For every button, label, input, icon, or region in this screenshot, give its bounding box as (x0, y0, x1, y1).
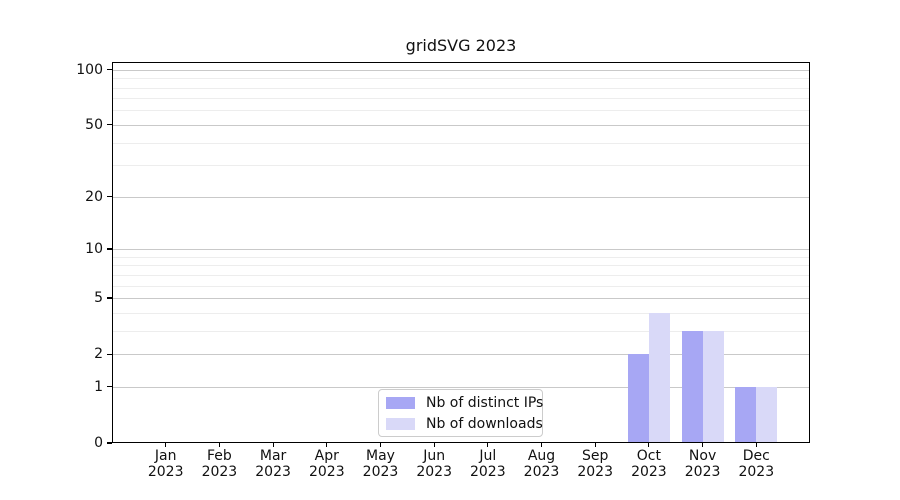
x-tick-label: Dec 2023 (728, 448, 784, 480)
x-tick-label-year: 2023 (523, 464, 560, 480)
x-tick-mark (755, 443, 757, 447)
x-tick-label-month: Mar (259, 448, 287, 464)
y-tick-mark (107, 248, 112, 250)
y-tick-mark (107, 297, 112, 299)
x-tick-label-year: 2023 (255, 464, 291, 480)
x-tick-label-month: Jun (423, 448, 446, 464)
x-tick-mark (540, 443, 543, 447)
x-tick-mark (272, 443, 274, 447)
x-tick-mark (594, 443, 596, 447)
x-tick-label: Feb 2023 (191, 448, 247, 480)
y-gridline-minor (112, 312, 810, 314)
y-gridline-major (112, 124, 810, 126)
y-gridline-major (112, 196, 810, 198)
x-tick-label-month: May (366, 448, 395, 464)
x-tick-label-year: 2023 (201, 464, 238, 480)
x-tick-label-year: 2023 (416, 464, 452, 480)
x-tick-label: Nov 2023 (675, 448, 731, 480)
x-tick-mark (326, 443, 328, 447)
x-tick-label-year: 2023 (308, 464, 345, 480)
y-gridline-minor (112, 165, 810, 167)
y-gridline-major (112, 69, 810, 71)
bar-nb-of-downloads (702, 330, 724, 443)
x-tick-label-year: 2023 (147, 464, 184, 480)
y-gridline-minor (112, 256, 810, 258)
x-tick-mark (218, 443, 220, 447)
x-tick-label: Jun 2023 (406, 448, 462, 480)
y-gridline-minor (112, 142, 810, 144)
x-tick-mark (433, 443, 435, 447)
x-tick-mark (379, 443, 382, 447)
x-tick-label-month: Aug (527, 448, 556, 464)
y-gridline-minor (112, 110, 810, 112)
bar-nb-of-distinct-ips (735, 386, 757, 443)
legend-entry-downloads: Nb of downloads (386, 415, 543, 432)
y-tick-label: 100 (76, 61, 103, 78)
y-gridline-major (112, 354, 810, 356)
x-tick-label-year: 2023 (469, 464, 506, 480)
x-tick-mark (648, 443, 650, 447)
y-tick-mark (107, 442, 112, 444)
y-tick-mark (107, 196, 112, 198)
y-tick-mark (107, 124, 112, 126)
y-gridline-minor (112, 285, 810, 287)
x-tick-label-month: Nov (688, 448, 717, 464)
y-tick-label: 2 (94, 346, 103, 363)
x-tick-label-year: 2023 (631, 464, 667, 480)
x-tick-label: Jan 2023 (138, 448, 194, 480)
chart-title: gridSVG 2023 (405, 36, 517, 55)
legend-label-distinct-ips: Nb of distinct IPs (426, 394, 544, 411)
y-tick-label: 5 (94, 290, 103, 306)
x-tick-label: Mar 2023 (245, 448, 301, 480)
y-gridline-minor (112, 98, 810, 100)
x-tick-label-month: Jul (479, 448, 497, 464)
x-tick-label-month: Oct (636, 448, 661, 464)
y-tick-label: 50 (85, 116, 103, 133)
y-gridline-major (112, 386, 810, 388)
x-tick-label: Aug 2023 (514, 448, 570, 480)
x-tick-mark (702, 443, 704, 447)
y-tick-mark (107, 353, 112, 355)
x-tick-mark (165, 443, 167, 447)
legend: Nb of distinct IPs Nb of downloads (378, 389, 543, 437)
bar-nb-of-downloads (756, 386, 778, 443)
y-tick-label: 1 (94, 378, 103, 395)
x-tick-label: Sep 2023 (567, 448, 623, 480)
y-tick-label: 10 (85, 241, 103, 257)
bar-nb-of-downloads (648, 312, 670, 443)
x-tick-label-month: Dec (742, 448, 770, 464)
x-tick-label-month: Feb (206, 448, 232, 464)
y-tick-mark (107, 69, 112, 71)
y-gridline-minor (112, 265, 810, 267)
x-tick-label: Apr 2023 (299, 448, 355, 480)
x-tick-label-year: 2023 (738, 464, 775, 480)
bar-nb-of-distinct-ips (627, 354, 649, 443)
legend-entry-distinct-ips: Nb of distinct IPs (386, 394, 543, 411)
bar-nb-of-distinct-ips (681, 330, 703, 443)
x-tick-mark (487, 443, 489, 447)
x-tick-label-year: 2023 (577, 464, 613, 480)
y-gridline-major (112, 249, 810, 250)
x-tick-label: Jul 2023 (460, 448, 516, 480)
y-gridline-minor (112, 274, 810, 276)
y-tick-mark (107, 386, 112, 388)
y-gridline-minor (112, 78, 810, 80)
legend-label-downloads: Nb of downloads (426, 415, 543, 432)
x-tick-label-year: 2023 (362, 464, 399, 480)
y-gridline-minor (112, 330, 810, 332)
y-gridline-major (112, 298, 810, 299)
x-tick-label-month: Jan (154, 448, 177, 464)
y-tick-label: 20 (85, 188, 103, 205)
y-tick-label: 0 (94, 435, 103, 451)
x-tick-label-month: Apr (314, 448, 339, 464)
x-tick-label: Oct 2023 (621, 448, 677, 480)
legend-swatch-downloads-icon (386, 417, 415, 430)
legend-swatch-distinct-ips-icon (386, 396, 415, 409)
x-tick-label-month: Sep (581, 448, 609, 464)
y-gridline-minor (112, 87, 810, 89)
x-tick-label: May 2023 (353, 448, 409, 480)
x-tick-label-year: 2023 (684, 464, 721, 480)
plot-area (112, 62, 810, 443)
